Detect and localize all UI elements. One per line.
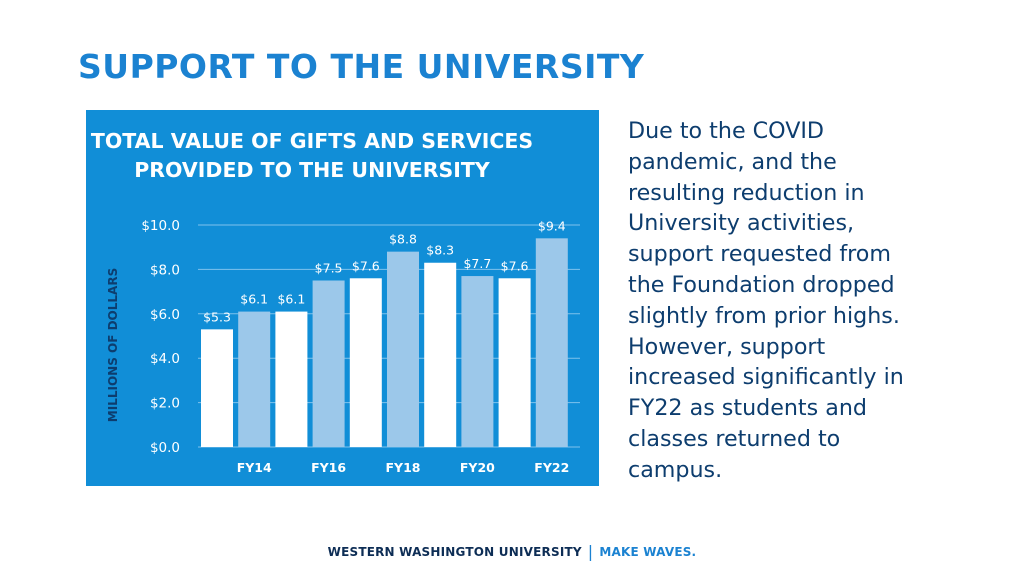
x-tick-label: FY20 bbox=[460, 460, 495, 475]
bars bbox=[201, 238, 568, 447]
x-tick-label: FY18 bbox=[386, 460, 421, 475]
y-axis-label: MILLIONS OF DOLLARS bbox=[106, 268, 120, 422]
footer-tagline: MAKE WAVES. bbox=[599, 545, 697, 559]
bar-fy18 bbox=[387, 251, 419, 447]
bar-fy14 bbox=[238, 311, 271, 447]
bar-fy13 bbox=[201, 329, 233, 447]
footer-org-name: WESTERN WASHINGTON UNIVERSITY bbox=[327, 545, 582, 559]
x-tick-label: FY16 bbox=[311, 460, 346, 475]
bar-fy17 bbox=[349, 278, 382, 447]
slide-title: SUPPORT TO THE UNIVERSITY bbox=[78, 47, 645, 86]
x-tick-labels: FY14 FY16 FY18 FY20 FY22 bbox=[237, 460, 570, 475]
y-tick-label: $0.0 bbox=[150, 440, 180, 456]
data-label: $6.1 bbox=[277, 292, 305, 307]
data-label: $7.6 bbox=[501, 258, 529, 273]
bar-fy21 bbox=[498, 278, 531, 447]
data-label: $8.3 bbox=[426, 243, 454, 258]
x-tick-label: FY22 bbox=[534, 460, 569, 475]
data-label: $7.6 bbox=[352, 258, 380, 273]
bar-chart: TOTAL VALUE OF GIFTS AND SERVICES PROVID… bbox=[91, 129, 580, 475]
data-label: $8.8 bbox=[389, 232, 417, 247]
body-text: Due to the COVID pandemic, and the resul… bbox=[628, 118, 904, 483]
data-label: $9.4 bbox=[538, 218, 566, 233]
bar-fy16 bbox=[312, 280, 345, 447]
y-tick-label: $10.0 bbox=[141, 218, 180, 234]
y-tick-label: $2.0 bbox=[150, 396, 180, 412]
bar-fy22 bbox=[535, 238, 568, 447]
bar-fy19 bbox=[424, 262, 457, 447]
data-label: $7.5 bbox=[315, 261, 343, 276]
y-tick-label: $6.0 bbox=[150, 307, 180, 323]
y-tick-label: $4.0 bbox=[150, 351, 180, 367]
data-label: $6.1 bbox=[240, 292, 268, 307]
data-label: $7.7 bbox=[463, 256, 491, 271]
chart-title-line-1: TOTAL VALUE OF GIFTS AND SERVICES bbox=[91, 129, 533, 153]
y-tick-labels: $0.0 $2.0 $4.0 $6.0 $8.0 $10.0 bbox=[141, 218, 180, 456]
bar-fy15 bbox=[275, 311, 308, 447]
data-label: $5.3 bbox=[203, 309, 231, 324]
data-labels: $5.3 $6.1 $6.1 $7.5 $7.6 $8.8 $8.3 $7.7 $7.6 $9.4 bbox=[203, 218, 566, 324]
x-tick-label: FY14 bbox=[237, 460, 272, 475]
y-tick-label: $8.0 bbox=[150, 262, 180, 278]
footer: WESTERN WASHINGTON UNIVERSITY | MAKE WAVES… bbox=[0, 541, 1024, 561]
footer-separator: | bbox=[587, 542, 594, 561]
bar-fy20 bbox=[461, 276, 494, 447]
chart-panel: TOTAL VALUE OF GIFTS AND SERVICES PROVID… bbox=[86, 110, 599, 486]
chart-title-line-2: PROVIDED TO THE UNIVERSITY bbox=[134, 158, 491, 182]
